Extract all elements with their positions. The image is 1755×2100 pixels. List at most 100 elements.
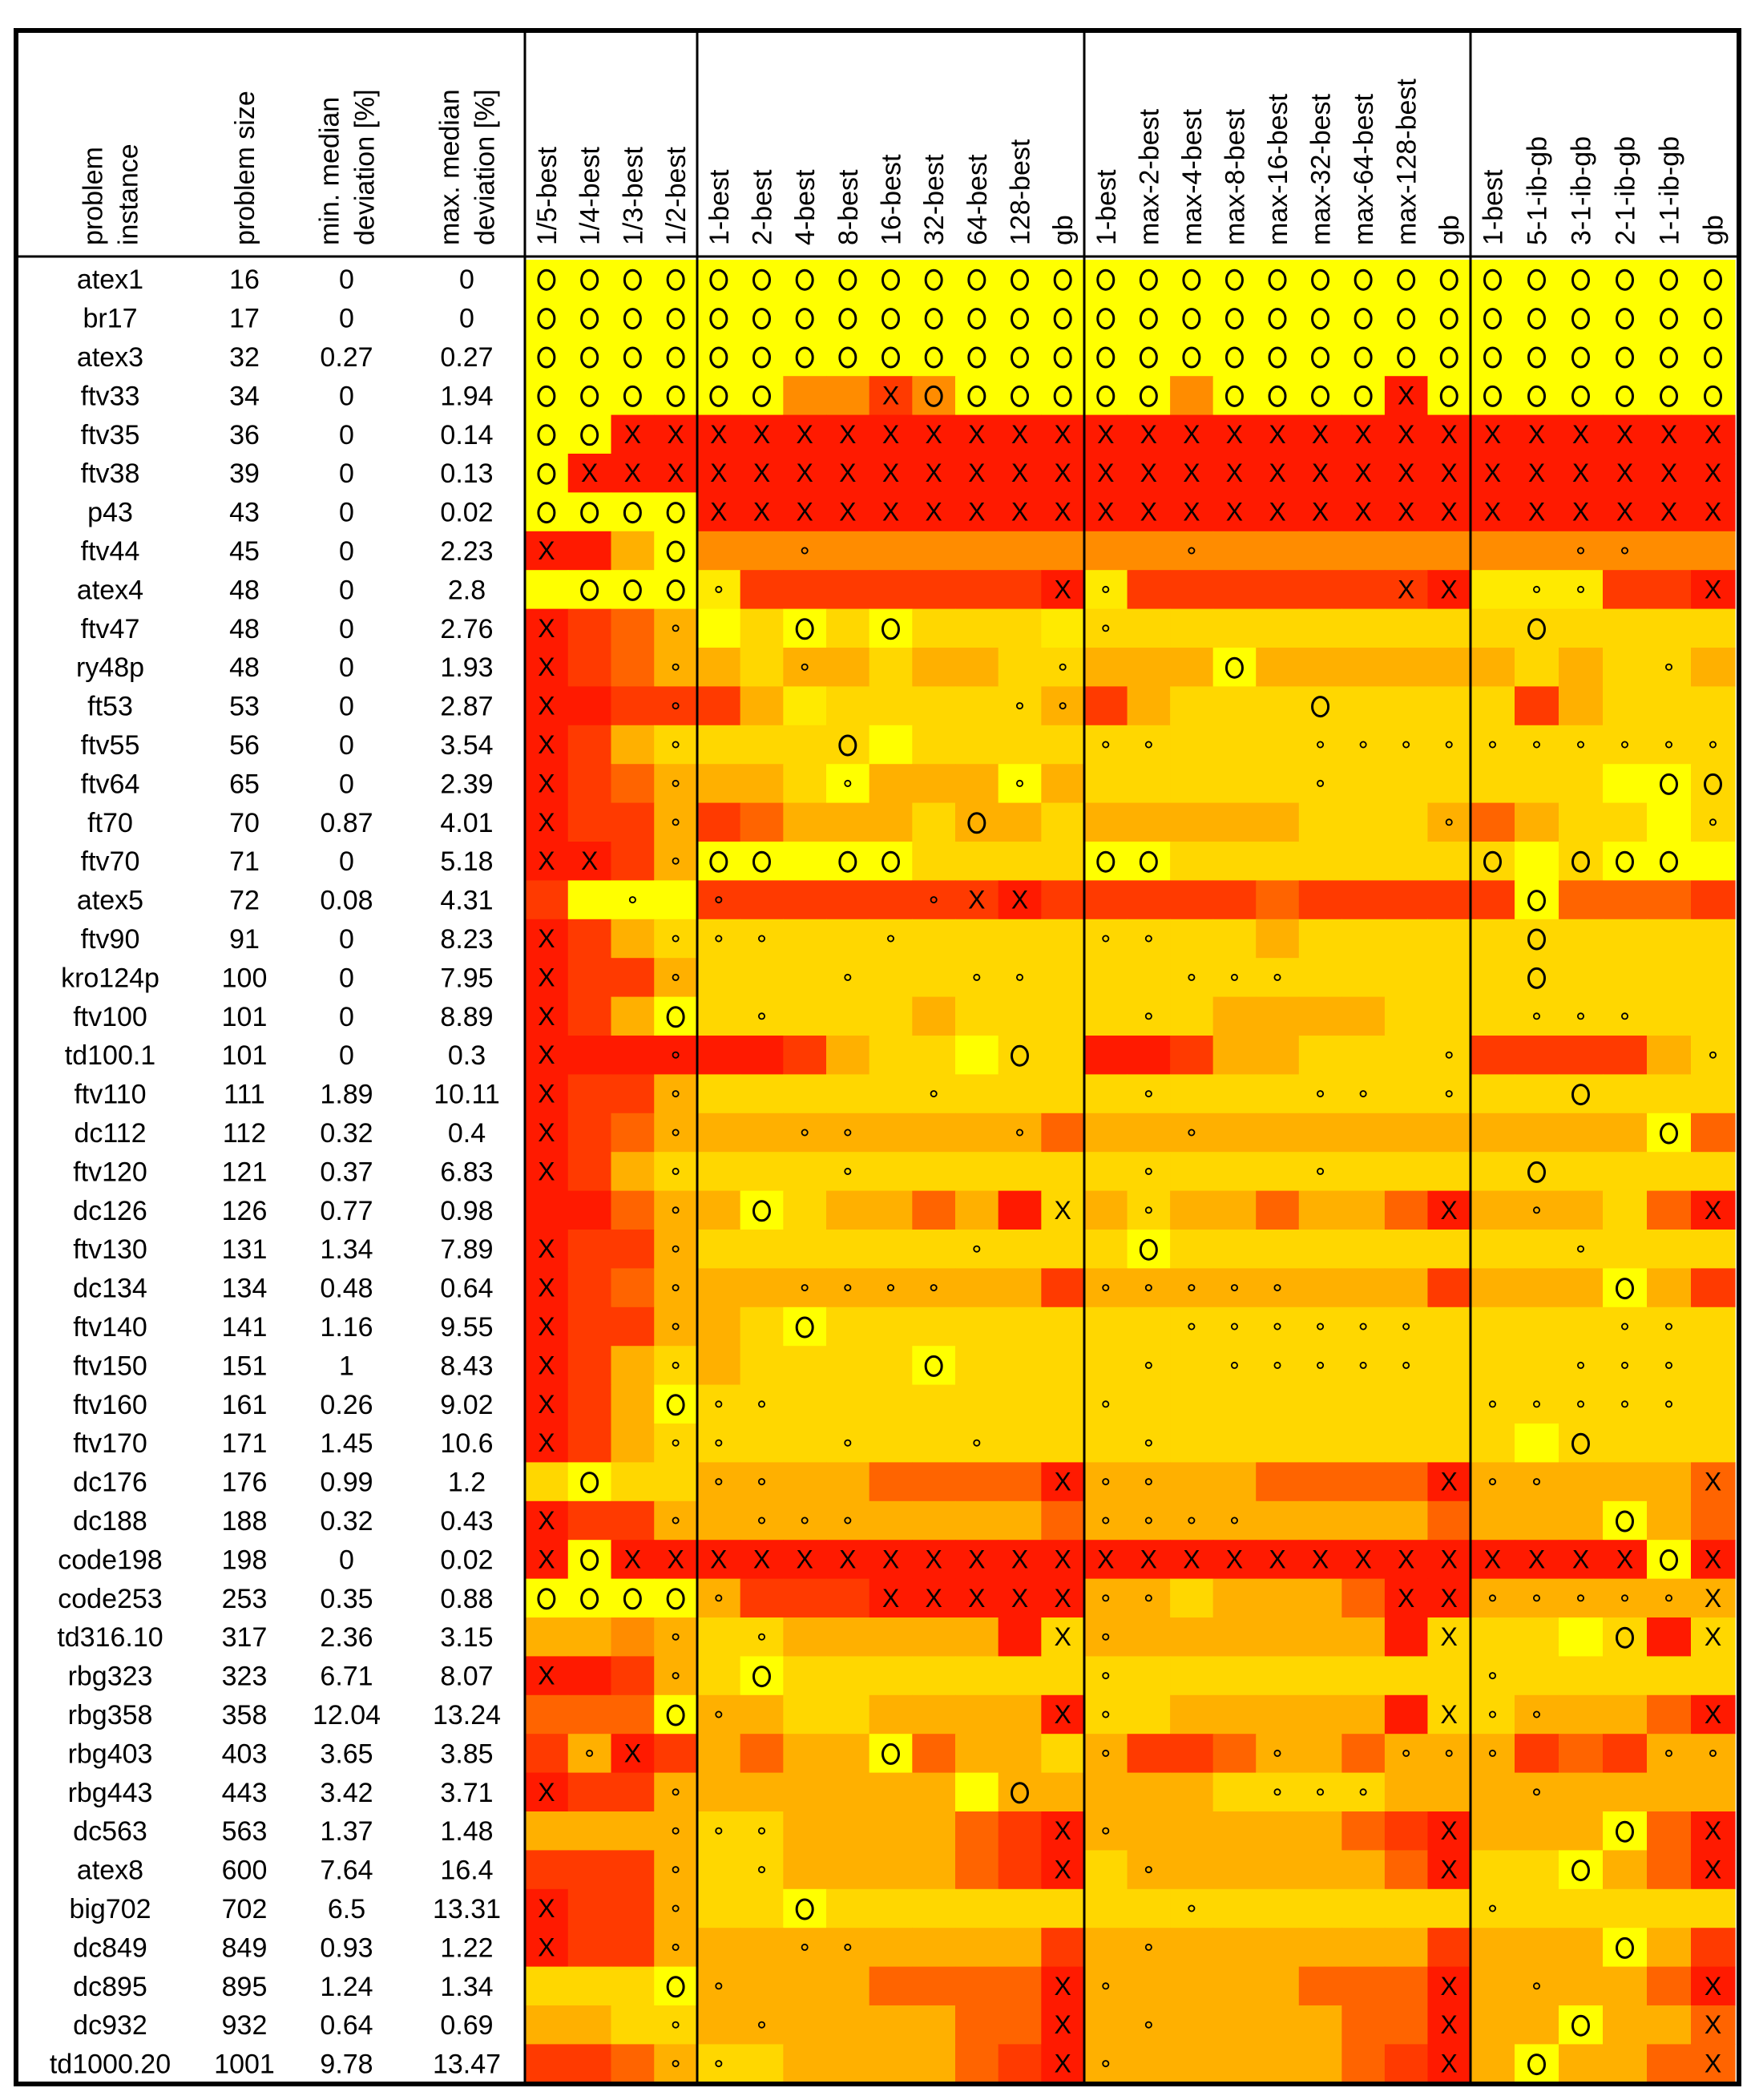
best-marker-circle [537, 462, 556, 485]
near-best-marker-dot [672, 1788, 680, 1796]
heat-cell [567, 1306, 612, 1347]
heat-cell [1559, 686, 1604, 726]
near-best-marker-dot [1445, 818, 1453, 826]
best-marker-circle [882, 346, 900, 369]
heat-cell [525, 1734, 569, 1774]
heat-cell [1127, 1772, 1171, 1812]
heat-cell [1384, 1500, 1429, 1541]
near-best-marker-dot [1102, 1749, 1110, 1757]
near-best-marker-dot [1102, 624, 1110, 632]
row-max-median-deviation: 0.02 [440, 498, 493, 528]
heat-cell [1691, 686, 1736, 726]
heat-cell [1298, 1850, 1342, 1890]
heat-cell [912, 1966, 956, 2006]
heat-cell [1084, 764, 1128, 804]
heat-cell [783, 996, 827, 1036]
best-marker-circle [1139, 308, 1158, 330]
heat-cell [525, 1772, 569, 1812]
heat-cell [1256, 1230, 1300, 1269]
heat-cell [1341, 492, 1386, 532]
heat-cell [1691, 454, 1736, 493]
heat-cell [1127, 686, 1171, 726]
near-best-marker-dot [1533, 1710, 1541, 1718]
heat-cell [869, 1230, 913, 1269]
heat-cell [1298, 648, 1342, 687]
best-marker-circle [537, 424, 556, 446]
heat-cell [1212, 1500, 1257, 1541]
heat-cell [654, 1540, 698, 1580]
worst-marker-x: X [538, 1428, 555, 1457]
heat-cell [1384, 880, 1429, 920]
heat-cell [1084, 1462, 1128, 1502]
row-min-median-deviation: 0 [339, 420, 354, 450]
heat-cell [525, 376, 569, 416]
heat-cell [826, 1152, 870, 1192]
heat-cell [1127, 260, 1171, 299]
heat-cell [955, 1268, 999, 1308]
header-min-median-deviation-line-1: min. median [315, 97, 345, 245]
near-best-marker-dot [1359, 1788, 1367, 1796]
worst-marker-x: X [624, 420, 641, 449]
heat-cell [740, 648, 784, 687]
heat-cell [1084, 531, 1128, 571]
near-best-marker-dot [1102, 741, 1110, 749]
heat-cell [1170, 1346, 1214, 1386]
row-min-median-deviation: 0.77 [320, 1196, 373, 1226]
best-marker-circle [1527, 269, 1546, 291]
heat-cell [697, 1772, 741, 1812]
heat-cell [912, 1888, 956, 1928]
heat-cell [955, 1230, 999, 1269]
heat-cell [955, 1036, 999, 1075]
heat-cell [998, 531, 1042, 571]
heat-cell [1212, 958, 1257, 998]
heat-cell [567, 570, 612, 610]
heat-cell [740, 2005, 784, 2045]
worst-marker-x: X [538, 1040, 555, 1069]
heat-cell [740, 1772, 784, 1812]
near-best-marker-dot [672, 1361, 680, 1369]
worst-marker-x: X [1097, 1545, 1114, 1573]
heat-cell [955, 1462, 999, 1502]
heat-cell [654, 880, 698, 920]
row-min-median-deviation: 0 [339, 730, 354, 761]
heat-cell [654, 1656, 698, 1696]
heat-cell [1256, 958, 1300, 998]
row-problem-size: 563 [222, 1816, 268, 1847]
heat-cell [1084, 1384, 1128, 1424]
heat-cell [525, 1306, 569, 1347]
row-min-median-deviation: 0 [339, 498, 354, 528]
heat-cell [955, 648, 999, 687]
heat-cell [783, 337, 827, 377]
heat-cell [912, 1928, 956, 1968]
worst-marker-x: X [925, 1545, 942, 1573]
heat-cell [654, 1036, 698, 1075]
heat-cell [1515, 1734, 1559, 1774]
heat-cell [1127, 414, 1171, 454]
heat-cell [869, 570, 913, 610]
row-min-median-deviation: 0 [339, 1545, 354, 1575]
worst-marker-x: X [1226, 1545, 1243, 1573]
heat-cell [1341, 802, 1386, 842]
heat-cell [869, 1424, 913, 1463]
heat-cell [697, 1578, 741, 1618]
heat-cell [1647, 1617, 1692, 1657]
heat-cell [1127, 1928, 1171, 1968]
heat-cell [611, 1617, 655, 1657]
heat-cell [1384, 725, 1429, 765]
heat-cell [611, 880, 655, 920]
heat-cell [1603, 1346, 1648, 1386]
heat-cell [525, 1462, 569, 1502]
heat-cell [1127, 337, 1171, 377]
best-marker-circle [795, 618, 814, 640]
heat-cell [1341, 725, 1386, 765]
heat-cell [955, 919, 999, 959]
heat-cell [654, 1346, 698, 1386]
row-min-median-deviation: 1.16 [320, 1312, 373, 1343]
worst-marker-x: X [624, 1545, 641, 1573]
heat-cell [525, 1074, 569, 1114]
row-problem-size: 121 [222, 1157, 268, 1187]
row-max-median-deviation: 10.11 [434, 1080, 500, 1110]
heat-cell [1084, 1346, 1128, 1386]
heat-cell [567, 919, 612, 959]
heat-cell [1298, 1578, 1342, 1618]
